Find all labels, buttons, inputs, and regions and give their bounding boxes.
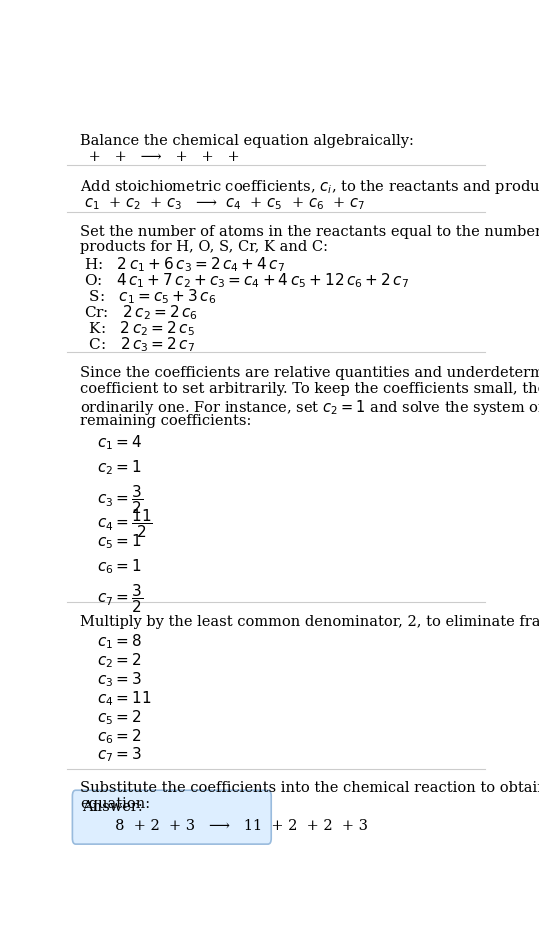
Text: Substitute the coefficients into the chemical reaction to obtain the balanced: Substitute the coefficients into the che…: [80, 781, 539, 796]
Text: equation:: equation:: [80, 797, 150, 811]
Text: $c_7 = 3$: $c_7 = 3$: [96, 745, 141, 764]
Text: +   +   ⟶   +   +   +: + + ⟶ + + +: [84, 150, 249, 164]
Text: $c_5 = 1$: $c_5 = 1$: [96, 533, 141, 552]
Text: Multiply by the least common denominator, 2, to eliminate fractional coefficient: Multiply by the least common denominator…: [80, 615, 539, 629]
Text: $c_6 = 1$: $c_6 = 1$: [96, 557, 141, 576]
Text: Add stoichiometric coefficients, $c_i$, to the reactants and products:: Add stoichiometric coefficients, $c_i$, …: [80, 178, 539, 196]
Text: K:   $2\,c_2 = 2\,c_5$: K: $2\,c_2 = 2\,c_5$: [84, 319, 195, 338]
Text: $c_2 = 1$: $c_2 = 1$: [96, 458, 141, 477]
Text: ordinarily one. For instance, set $c_2 = 1$ and solve the system of equations fo: ordinarily one. For instance, set $c_2 =…: [80, 398, 539, 417]
Text: $c_3 = 3$: $c_3 = 3$: [96, 670, 141, 689]
Text: $c_1 = 4$: $c_1 = 4$: [96, 433, 142, 452]
Text: Balance the chemical equation algebraically:: Balance the chemical equation algebraica…: [80, 134, 414, 148]
Text: Since the coefficients are relative quantities and underdetermined, choose a: Since the coefficients are relative quan…: [80, 366, 539, 380]
Text: $c_1$  + $c_2$  + $c_3$   ⟶  $c_4$  + $c_5$  + $c_6$  + $c_7$: $c_1$ + $c_2$ + $c_3$ ⟶ $c_4$ + $c_5$ + …: [84, 195, 365, 212]
Text: coefficient to set arbitrarily. To keep the coefficients small, the arbitrary va: coefficient to set arbitrarily. To keep …: [80, 382, 539, 396]
Text: O:   $4\,c_1 + 7\,c_2 + c_3 = c_4 + 4\,c_5 + 12\,c_6 + 2\,c_7$: O: $4\,c_1 + 7\,c_2 + c_3 = c_4 + 4\,c_5…: [84, 271, 409, 289]
Text: $c_4 = \dfrac{11}{2}$: $c_4 = \dfrac{11}{2}$: [96, 508, 153, 540]
Text: $c_2 = 2$: $c_2 = 2$: [96, 651, 141, 670]
Text: $c_6 = 2$: $c_6 = 2$: [96, 727, 141, 745]
Text: remaining coefficients:: remaining coefficients:: [80, 414, 251, 429]
Text: C:   $2\,c_3 = 2\,c_7$: C: $2\,c_3 = 2\,c_7$: [84, 335, 195, 354]
Text: $c_4 = 11$: $c_4 = 11$: [96, 689, 151, 708]
Text: $c_1 = 8$: $c_1 = 8$: [96, 632, 142, 651]
Text: Answer:: Answer:: [82, 800, 143, 815]
Text: $c_5 = 2$: $c_5 = 2$: [96, 708, 141, 727]
Text: $c_7 = \dfrac{3}{2}$: $c_7 = \dfrac{3}{2}$: [96, 582, 143, 615]
Text: S:   $c_1 = c_5 + 3\,c_6$: S: $c_1 = c_5 + 3\,c_6$: [84, 287, 217, 306]
FancyBboxPatch shape: [72, 790, 271, 844]
Text: Cr:   $2\,c_2 = 2\,c_6$: Cr: $2\,c_2 = 2\,c_6$: [84, 303, 198, 322]
Text: 8  + 2  + 3   ⟶   11  + 2  + 2  + 3: 8 + 2 + 3 ⟶ 11 + 2 + 2 + 3: [93, 818, 369, 832]
Text: products for H, O, S, Cr, K and C:: products for H, O, S, Cr, K and C:: [80, 240, 328, 254]
Text: $c_3 = \dfrac{3}{2}$: $c_3 = \dfrac{3}{2}$: [96, 482, 143, 516]
Text: Set the number of atoms in the reactants equal to the number of atoms in the: Set the number of atoms in the reactants…: [80, 225, 539, 239]
Text: H:   $2\,c_1 + 6\,c_3 = 2\,c_4 + 4\,c_7$: H: $2\,c_1 + 6\,c_3 = 2\,c_4 + 4\,c_7$: [84, 254, 285, 273]
